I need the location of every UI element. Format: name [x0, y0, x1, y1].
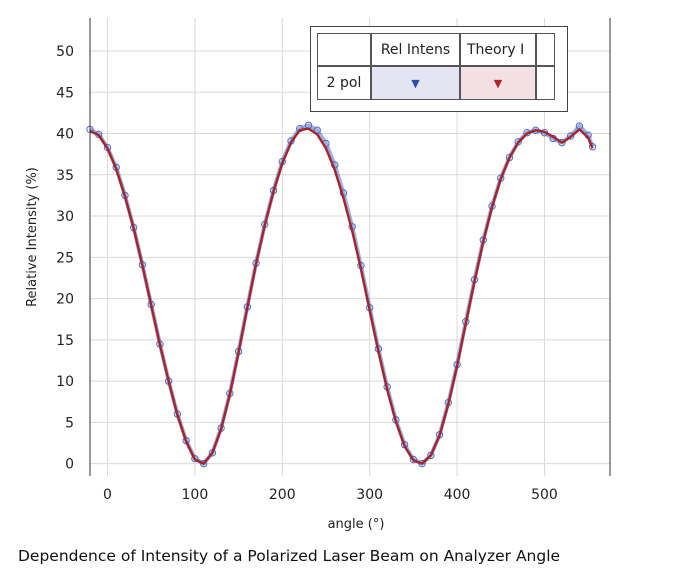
y-tick-label: 45: [56, 85, 74, 101]
legend-theory-swatch[interactable]: ▼: [460, 66, 536, 100]
y-tick-label: 0: [65, 457, 74, 473]
y-tick-label: 20: [56, 292, 74, 308]
y-tick-label: 40: [56, 127, 74, 143]
rel-intens-point: [191, 454, 199, 463]
legend-row-label: 2 pol: [317, 66, 371, 100]
rel-intens-point: [558, 138, 566, 147]
rel-intens-point: [588, 143, 597, 151]
rel-intens-point: [409, 455, 418, 464]
legend-header-theory: Theory I: [460, 33, 536, 66]
y-tick-label: 10: [56, 374, 74, 390]
rel-intens-point: [199, 459, 208, 468]
rel-intens-point: [505, 153, 514, 162]
y-tick-label: 15: [56, 333, 74, 349]
x-tick-label: 500: [531, 487, 558, 503]
y-tick-label: 30: [56, 209, 74, 225]
legend-header-rel-intens: Rel Intens: [371, 33, 460, 66]
legend-header-extra: [536, 33, 555, 66]
figure-caption: Dependence of Intensity of a Polarized L…: [18, 547, 561, 565]
y-tick-label: 5: [65, 415, 74, 431]
x-axis-title: angle (°): [328, 517, 385, 532]
dropdown-arrow-icon: ▼: [411, 76, 420, 90]
x-tick-label: 400: [444, 487, 471, 503]
rel-intens-point: [566, 132, 575, 140]
x-tick-label: 0: [103, 487, 112, 503]
series-layer: [86, 121, 597, 468]
x-tick-label: 200: [269, 487, 296, 503]
rel-intens-point: [427, 451, 435, 460]
y-tick-label: 25: [56, 250, 74, 266]
x-tick-label: 100: [182, 487, 209, 503]
y-tick-label: 35: [56, 168, 74, 184]
legend-corner-cell: [317, 33, 371, 66]
legend: Rel Intens Theory I 2 pol ▼ ▼: [310, 26, 568, 112]
theory-curve: [89, 127, 594, 465]
y-axis-title: Relative Intensity (%): [25, 167, 40, 307]
gridlines: [90, 18, 610, 476]
rel-intens-point: [514, 138, 522, 146]
y-tick-labels: 0 5 10 15 20 25 30 35 40 45 50: [56, 44, 74, 473]
legend-rel-intens-swatch[interactable]: ▼: [371, 66, 460, 100]
dropdown-arrow-icon: ▼: [493, 76, 503, 90]
x-tick-label: 300: [356, 487, 383, 503]
y-tick-label: 50: [56, 44, 74, 60]
legend-row-extra: [536, 66, 555, 100]
x-tick-labels: 0 100 200 300 400 500: [103, 487, 558, 503]
